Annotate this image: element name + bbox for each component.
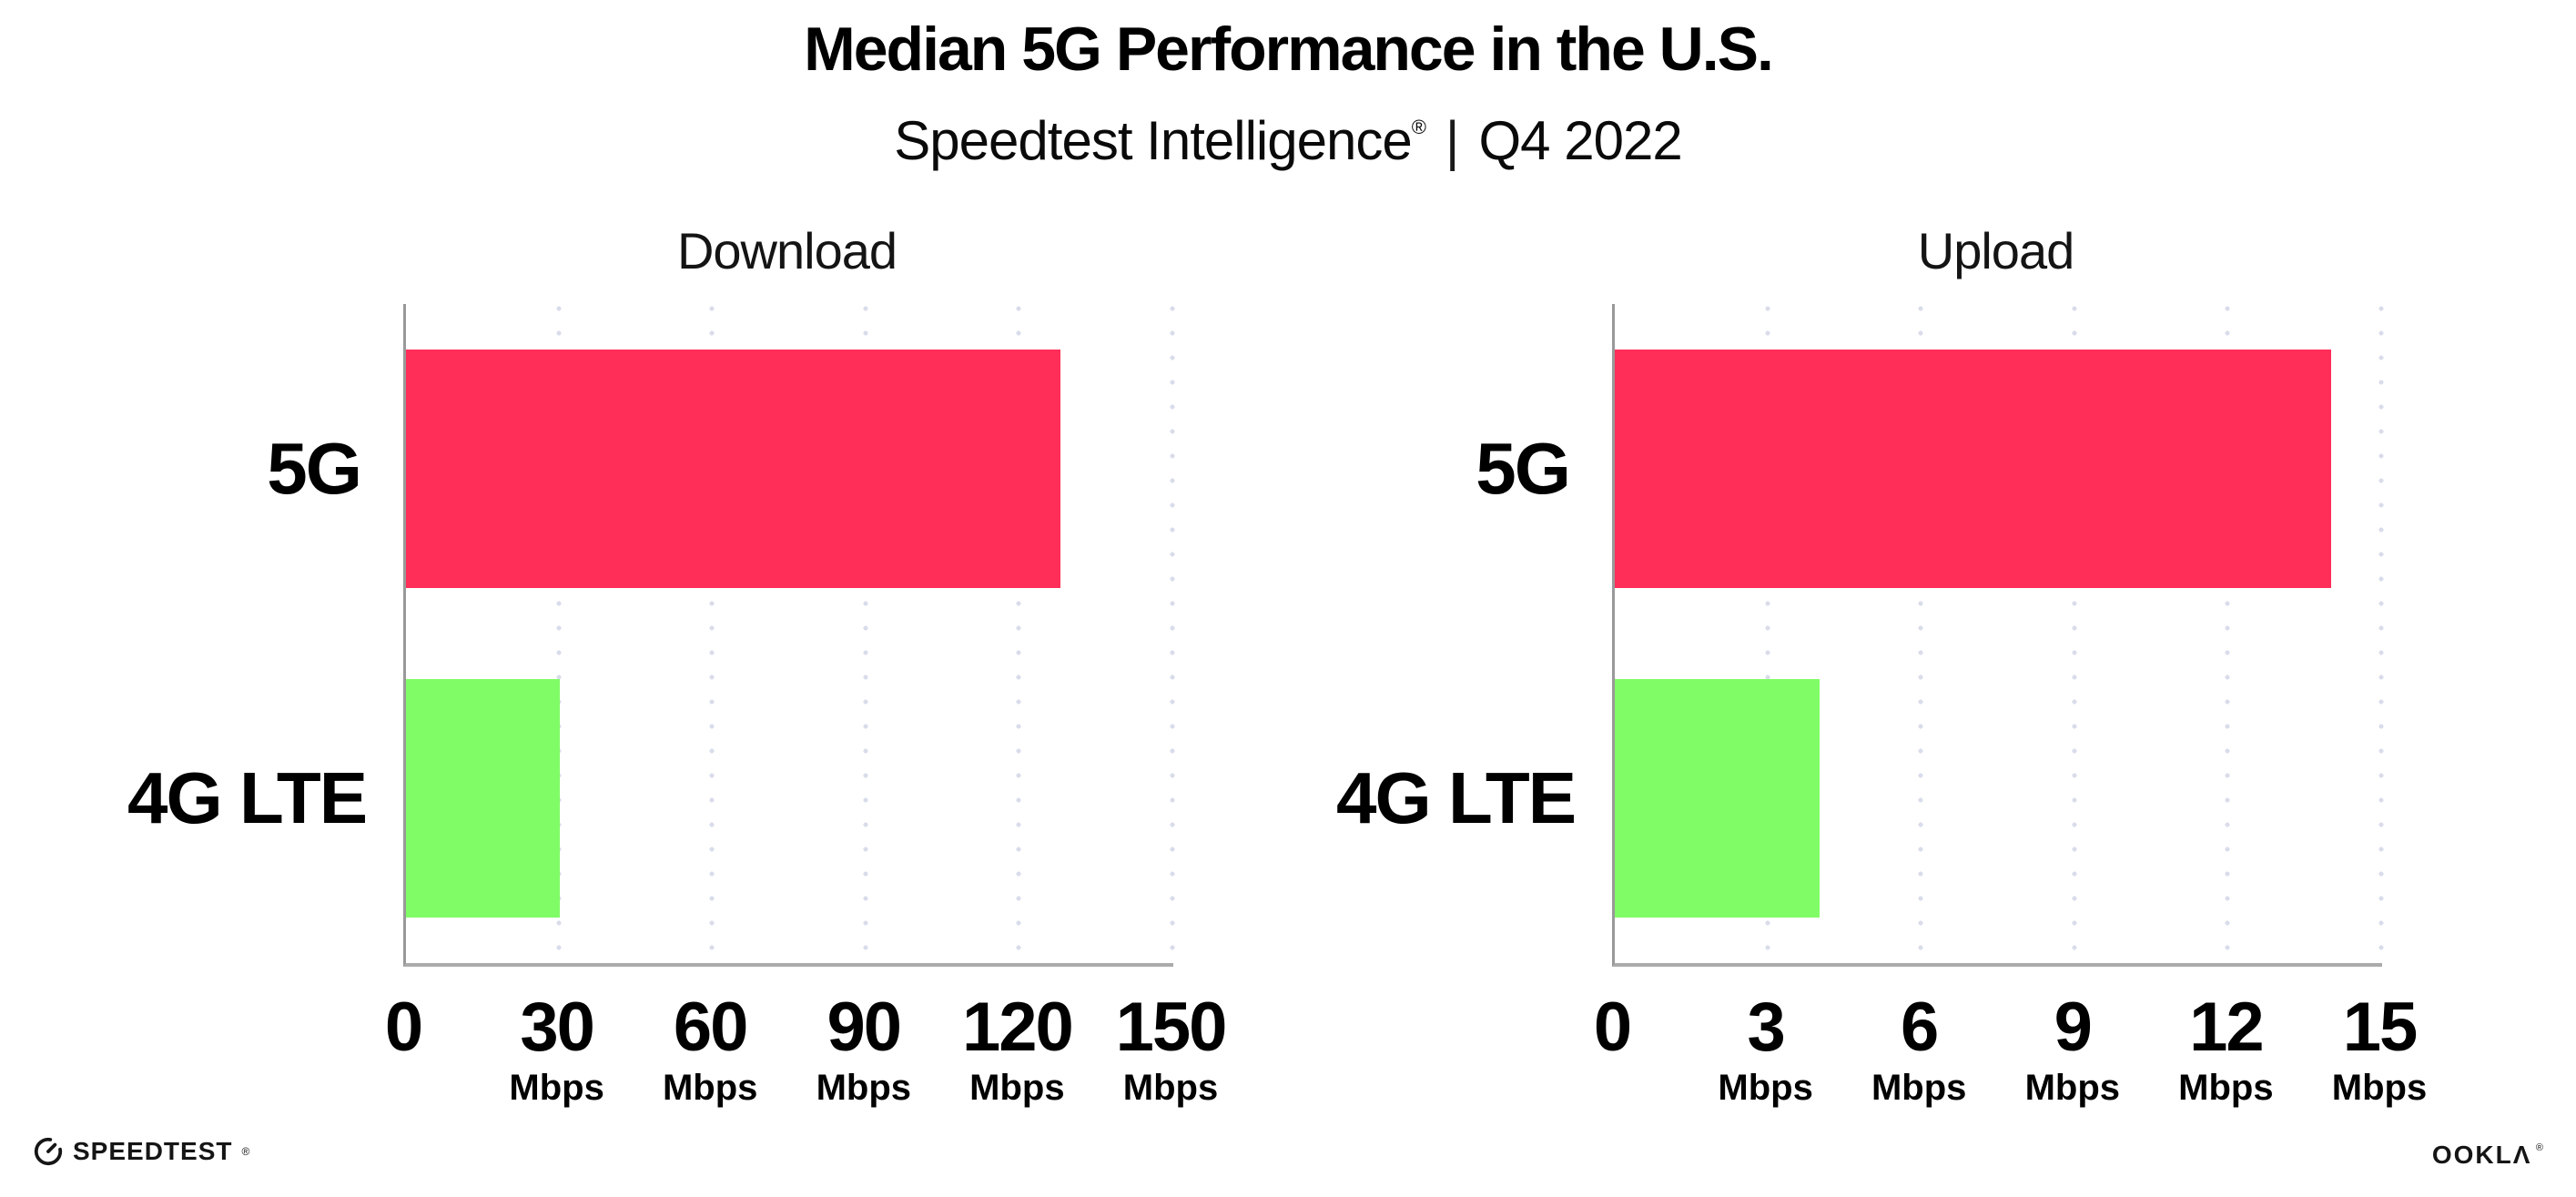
x-tick-unit: Mbps — [1122, 1068, 1219, 1108]
x-tick-unit: Mbps — [1871, 1068, 1967, 1108]
x-tick-label-0: 0 — [312, 990, 494, 1065]
gridline-60-mbps — [709, 304, 715, 963]
gridline-90-mbps — [862, 304, 868, 963]
x-tick-label-3: 3 Mbps — [1675, 990, 1857, 1109]
x-tick-unit: Mbps — [509, 1068, 604, 1108]
bar-5g — [406, 350, 1061, 588]
header: Median 5G Performance in the U.S. Speedt… — [0, 13, 2576, 174]
speedtest-registered-mark: ® — [241, 1145, 250, 1158]
x-tick-unit: Mbps — [816, 1068, 912, 1108]
x-tick-label-12: 12 Mbps — [2135, 990, 2317, 1109]
x-tick-unit: Mbps — [969, 1068, 1065, 1108]
x-tick-value: 0 — [1593, 989, 1632, 1066]
x-tick-unit: Mbps — [2178, 1068, 2274, 1108]
x-tick-unit: Mbps — [2331, 1068, 2428, 1108]
x-tick-value: 15 — [2342, 989, 2419, 1066]
gridline-150-mbps — [1170, 304, 1175, 963]
subtitle-separator: | — [1445, 110, 1460, 171]
gridline-15-mbps — [2378, 304, 2384, 963]
gridline-6-mbps — [1918, 304, 1924, 963]
x-tick-unit: Mbps — [2024, 1068, 2121, 1108]
x-tick-label-30: 30 Mbps — [466, 990, 648, 1109]
gridline-120-mbps — [1016, 304, 1022, 963]
gridline-12-mbps — [2225, 304, 2231, 963]
x-tick-label-0: 0 — [1521, 990, 1703, 1065]
x-tick-label-60: 60 Mbps — [619, 990, 801, 1109]
x-tick-value: 90 — [827, 989, 903, 1066]
x-tick-unit: Mbps — [662, 1068, 758, 1108]
download-chart: Download 0 30 Mbps 60 Mbps 90 Mbps 120 Mbps 150 Mbp… — [127, 218, 1227, 1140]
gridline-30-mbps — [555, 304, 562, 963]
x-tick-label-15: 15 Mbps — [2288, 990, 2470, 1109]
x-tick-value: 120 — [961, 989, 1074, 1066]
gridline-9-mbps — [2071, 304, 2077, 963]
x-tick-label-6: 6 Mbps — [1828, 990, 2010, 1109]
x-tick-label-90: 90 Mbps — [773, 990, 955, 1109]
bar-4g-lte — [406, 679, 560, 918]
x-tick-value: 0 — [384, 989, 423, 1066]
bar-5g — [1615, 350, 2331, 588]
x-tick-value: 150 — [1115, 989, 1228, 1066]
bar-4g-lte — [1615, 679, 1820, 918]
ookla-registered-mark: ® — [2535, 1142, 2543, 1153]
x-tick-value: 60 — [673, 989, 749, 1066]
x-tick-value: 9 — [2054, 989, 2093, 1066]
category-label-5g: 5G — [1476, 428, 1571, 509]
subtitle-brand: Speedtest Intelligence — [894, 110, 1412, 171]
x-tick-value: 3 — [1747, 989, 1785, 1066]
plot-area-download — [403, 304, 1175, 967]
registered-mark: ® — [1411, 116, 1426, 138]
x-tick-unit: Mbps — [1718, 1068, 1813, 1108]
x-tick-label-150: 150 Mbps — [1080, 990, 1262, 1109]
x-tick-label-120: 120 Mbps — [926, 990, 1108, 1109]
gridline-3-mbps — [1764, 304, 1770, 963]
x-tick-label-9: 9 Mbps — [1982, 990, 2164, 1109]
category-label-4g-lte: 4G LTE — [127, 757, 368, 838]
category-label-4g-lte: 4G LTE — [1336, 757, 1577, 838]
page-subtitle: Speedtest Intelligence® | Q4 2022 — [0, 95, 2576, 174]
speedtest-gauge-icon — [33, 1136, 64, 1167]
page-title: Median 5G Performance in the U.S. — [804, 15, 1774, 84]
speedtest-logo: SPEEDTEST ® — [33, 1136, 249, 1167]
speedtest-wordmark: SPEEDTEST — [73, 1137, 233, 1165]
upload-chart: Upload 0 3 Mbps 6 Mbps 9 Mbps 12 Mbps 15 Mbps 5G 4G L… — [1336, 218, 2427, 1140]
chart-title-download: Download — [676, 222, 898, 279]
subtitle-period: Q4 2022 — [1478, 110, 1683, 171]
chart-title-upload: Upload — [1917, 222, 2074, 279]
ookla-wordmark: OOKLΛ — [2431, 1141, 2532, 1169]
x-tick-value: 6 — [1901, 989, 1939, 1066]
x-tick-value: 30 — [520, 989, 595, 1066]
plot-area-upload — [1612, 304, 2384, 967]
category-label-5g: 5G — [267, 428, 362, 509]
ookla-logo: OOKLΛ ® — [2432, 1140, 2543, 1171]
x-tick-value: 12 — [2189, 989, 2265, 1066]
